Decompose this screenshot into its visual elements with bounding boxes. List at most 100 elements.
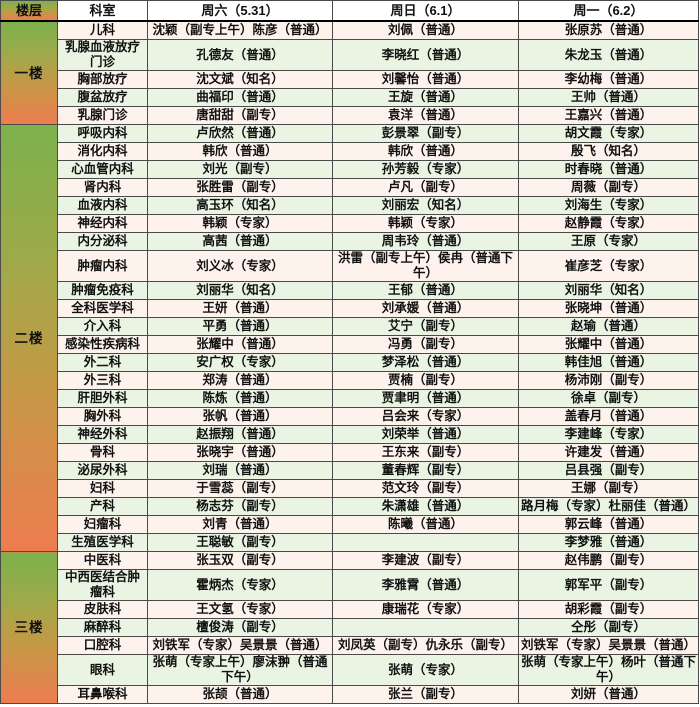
schedule-cell-sat: 刘铁军（专家）吴景景（普通）	[147, 636, 333, 655]
dept-cell: 介入科	[57, 317, 148, 336]
schedule-cell-sat: 霍炳杰（专家）	[147, 569, 333, 601]
schedule-cell-mon: 李梦雅（普通）	[518, 533, 699, 552]
dept-cell: 眼科	[57, 654, 148, 686]
schedule-cell-sun	[332, 533, 519, 552]
schedule-cell-mon: 王帅（普通）	[518, 88, 699, 107]
schedule-cell-mon: 杨沛刚（副专）	[518, 371, 699, 390]
schedule-cell-sun: 张萌（专家）	[332, 654, 519, 686]
schedule-cell-sun: 王东来（副专）	[332, 443, 519, 462]
dept-cell: 麻醉科	[57, 618, 148, 637]
schedule-cell-sat: 张晓宇（普通）	[147, 443, 333, 462]
table-row: 心血管内科 刘光（副专） 孙芳毅（专家） 时春晓（普通）	[1, 160, 699, 179]
table-row: 肿瘤免疫科 刘丽华（知名） 王郁（普通） 刘丽华（知名）	[1, 281, 699, 300]
schedule-cell-sat: 陈炼（普通）	[147, 389, 333, 408]
schedule-cell-mon: 李幼梅（普通）	[518, 70, 699, 89]
dept-cell: 肾内科	[57, 178, 148, 197]
schedule-cell-sun: 卢凡（副专）	[332, 178, 519, 197]
schedule-cell-sun: 范文玲（副专）	[332, 479, 519, 498]
schedule-cell-sun: 贾楠（副专）	[332, 371, 519, 390]
table-row: 介入科 平勇（普通） 艾宁（副专） 赵瑜（普通）	[1, 317, 699, 336]
table-row: 生殖医学科 王聪敏（副专） 李梦雅（普通）	[1, 533, 699, 552]
schedule-cell-sun	[332, 618, 519, 637]
header-saturday: 周六（5.31）	[147, 0, 333, 22]
schedule-cell-sat: 于雪蕊（副专）	[147, 479, 333, 498]
schedule-cell-sun: 康瑞花（专家）	[332, 600, 519, 619]
schedule-cell-sat: 张萌（专家上午）廖沫翀（普通下午）	[147, 654, 333, 686]
table-row: 乳腺血液放疗门诊 孔德友（普通） 李晓红（普通） 朱龙玉（普通）	[1, 39, 699, 71]
table-row: 麻醉科 檀俊涛（副专） 仝彤（副专）	[1, 618, 699, 637]
dept-cell: 神经外科	[57, 425, 148, 444]
schedule-cell-sun: 陈曦（普通）	[332, 515, 519, 534]
dept-cell: 口腔科	[57, 636, 148, 655]
schedule-cell-sun: 韩欣（普通）	[332, 142, 519, 161]
dept-cell: 腹盆放疗	[57, 88, 148, 107]
table-row: 一楼 儿科 沈颖（副专上午）陈彦（普通） 刘佩（普通） 张原苏（普通）	[0, 20, 699, 125]
dept-cell: 血液内科	[57, 196, 148, 215]
schedule-cell-mon: 刘海生（专家）	[518, 196, 699, 215]
schedule-cell-sun: 刘馨怡（普通）	[332, 70, 519, 89]
table-row: 产科 杨志芬（副专） 朱潇雄（普通） 路月梅（专家）杜丽佳（普通）	[1, 497, 699, 516]
dept-cell: 皮肤科	[57, 600, 148, 619]
table-row: 二楼 呼吸内科 卢欣然（普通） 彭景翠（副专） 胡文霞（专家）	[0, 124, 699, 552]
schedule-cell-sat: 安广权（专家）	[147, 353, 333, 372]
schedule-cell-sat: 郑涛（普通）	[147, 371, 333, 390]
table-row: 感染性疾病科 张耀中（普通） 冯勇（副专） 张耀中（普通）	[1, 335, 699, 354]
schedule-cell-mon: 赵静霞（专家）	[518, 214, 699, 233]
dept-cell: 肝胆外科	[57, 389, 148, 408]
schedule-cell-mon: 时春晓（普通）	[518, 160, 699, 179]
schedule-cell-mon: 张原苏（普通）	[518, 20, 699, 40]
dept-cell: 内分泌科	[57, 232, 148, 251]
schedule-cell-mon: 刘妍（普通）	[518, 685, 699, 704]
header-monday: 周一（6.2）	[518, 0, 699, 22]
schedule-body: 一楼 儿科 沈颖（副专上午）陈彦（普通） 刘佩（普通） 张原苏（普通） 乳腺血液放疗门诊孔…	[0, 20, 699, 704]
table-row: 神经外科 赵振翔（普通） 刘荣举（普通） 李建峰（专家）	[1, 425, 699, 444]
schedule-cell-sun: 洪雷（副专上午）侯冉（普通下午）	[332, 250, 519, 282]
schedule-cell-sat: 赵振翔（普通）	[147, 425, 333, 444]
schedule-cell-mon: 张萌（专家上午）杨叶（普通下午）	[518, 654, 699, 686]
table-row: 血液内科 高玉环（知名） 刘丽宏（知名） 刘海生（专家）	[1, 196, 699, 215]
table-row: 口腔科 刘铁军（专家）吴景景（普通） 刘凤英（副专）仇永乐（副专） 刘铁军（专家）吴景…	[1, 636, 699, 655]
schedule-cell-sun: 艾宁（副专）	[332, 317, 519, 336]
schedule-cell-sat: 沈文斌（知名）	[147, 70, 333, 89]
table-row: 皮肤科 王文氢（专家） 康瑞花（专家） 胡彩霞（副专）	[1, 600, 699, 619]
dept-cell: 乳腺门诊	[57, 106, 148, 125]
table-row: 泌尿外科 刘瑞（普通） 董春辉（副专） 吕县强（副专）	[1, 461, 699, 480]
schedule-cell-sun: 刘荣举（普通）	[332, 425, 519, 444]
schedule-cell-mon: 赵伟鹏（副专）	[518, 551, 699, 570]
dept-cell: 乳腺血液放疗门诊	[57, 39, 148, 71]
floor-label: 二楼	[0, 124, 58, 552]
dept-cell: 全科医学科	[57, 299, 148, 318]
schedule-cell-mon: 仝彤（副专）	[518, 618, 699, 637]
dept-cell: 肿瘤免疫科	[57, 281, 148, 300]
table-row: 妇科 于雪蕊（副专） 范文玲（副专） 王娜（副专）	[1, 479, 699, 498]
schedule-cell-sat: 檀俊涛（副专）	[147, 618, 333, 637]
table-row: 耳鼻喉科 张颉（普通） 张兰（副专） 刘妍（普通）	[1, 685, 699, 704]
dept-cell: 生殖医学科	[57, 533, 148, 552]
header-dept: 科室	[57, 0, 148, 22]
schedule-cell-sat: 高玉环（知名）	[147, 196, 333, 215]
schedule-cell-sat: 杨志芬（副专）	[147, 497, 333, 516]
dept-cell: 外三科	[57, 371, 148, 390]
schedule-cell-mon: 赵瑜（普通）	[518, 317, 699, 336]
table-row: 胸外科 张帆（普通） 吕会来（专家） 盖春月（普通）	[1, 407, 699, 426]
dept-cell: 胸外科	[57, 407, 148, 426]
schedule-cell-sun: 刘承媛（普通）	[332, 299, 519, 318]
schedule-cell-sun: 朱潇雄（普通）	[332, 497, 519, 516]
schedule-cell-sun: 张兰（副专）	[332, 685, 519, 704]
schedule-cell-sun: 王郁（普通）	[332, 281, 519, 300]
schedule-cell-sat: 张帆（普通）	[147, 407, 333, 426]
dept-cell: 胸部放疗	[57, 70, 148, 89]
schedule-cell-mon: 吕县强（副专）	[518, 461, 699, 480]
table-row: 肾内科 张胜雷（副专） 卢凡（副专） 周薇（副专）	[1, 178, 699, 197]
table-row: 胸部放疗 沈文斌（知名） 刘馨怡（普通） 李幼梅（普通）	[1, 70, 699, 89]
schedule-cell-sat: 刘光（副专）	[147, 160, 333, 179]
schedule-cell-sat: 刘义冰（专家）	[147, 250, 333, 282]
schedule-cell-sat: 卢欣然（普通）	[147, 124, 333, 143]
schedule-cell-sun: 李雅霄（普通）	[332, 569, 519, 601]
schedule-cell-sun: 刘丽宏（知名）	[332, 196, 519, 215]
schedule-cell-sun: 韩颖（专家）	[332, 214, 519, 233]
schedule-cell-sun: 吕会来（专家）	[332, 407, 519, 426]
dept-cell: 耳鼻喉科	[57, 685, 148, 704]
schedule-cell-sun: 董春辉（副专）	[332, 461, 519, 480]
dept-cell: 泌尿外科	[57, 461, 148, 480]
